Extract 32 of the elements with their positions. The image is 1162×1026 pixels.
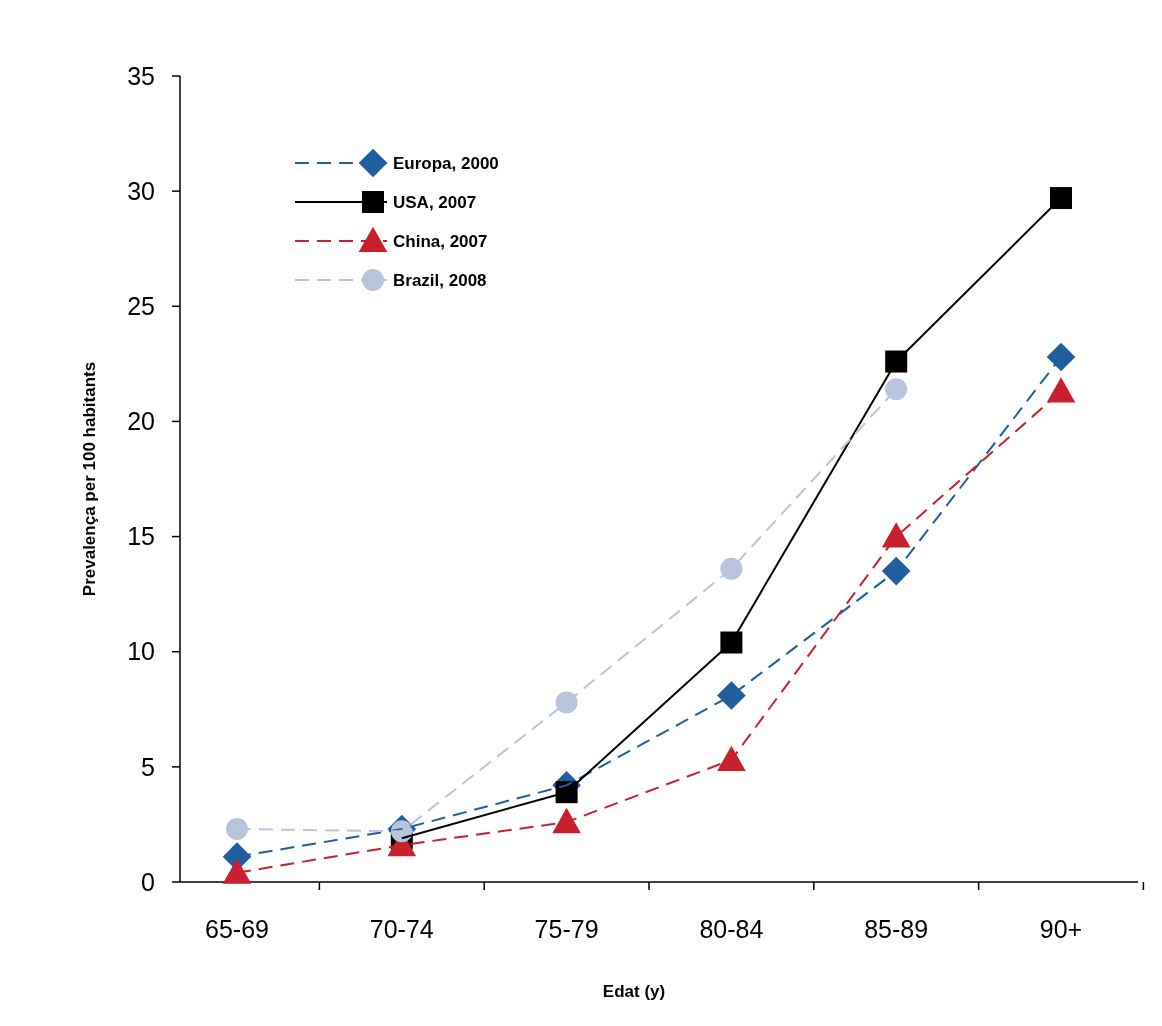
- point: [555, 691, 578, 714]
- point: [717, 681, 746, 710]
- point: [1050, 187, 1072, 210]
- y-tick-label: 10: [127, 637, 155, 666]
- point: [881, 556, 911, 586]
- x-tick-label: 65-69: [205, 915, 269, 943]
- y-tick-label: 5: [141, 752, 155, 781]
- x-tick-label: 90+: [1039, 915, 1083, 943]
- y-tick-label: 0: [141, 867, 155, 896]
- y-tick-label: 15: [127, 522, 155, 551]
- point: [717, 745, 746, 771]
- x-tick-label: 85-89: [864, 915, 929, 943]
- x-tick-label: 70-74: [369, 915, 434, 943]
- legend-label: China, 2007: [393, 231, 488, 251]
- y-tick-label: 25: [127, 292, 155, 321]
- point: [222, 858, 252, 884]
- point: [552, 807, 581, 834]
- legend-label: USA, 2007: [393, 192, 477, 212]
- y-tick-label: 35: [127, 61, 155, 90]
- legend-label: Europa, 2000: [393, 153, 499, 173]
- x-tick-label: 80-84: [699, 915, 764, 943]
- point: [885, 378, 908, 401]
- point: [226, 818, 248, 841]
- point: [1046, 342, 1076, 372]
- y-tick-label: 30: [127, 176, 155, 205]
- x-tick-label: 75-79: [534, 915, 599, 943]
- y-axis-title: Prevalença per 100 habitants: [80, 361, 99, 597]
- point: [881, 522, 911, 548]
- y-tick-label: 20: [127, 407, 155, 436]
- x-axis-title: Edat (y): [602, 982, 666, 1001]
- point: [720, 557, 743, 580]
- legend-label: Brazil, 2008: [393, 270, 487, 290]
